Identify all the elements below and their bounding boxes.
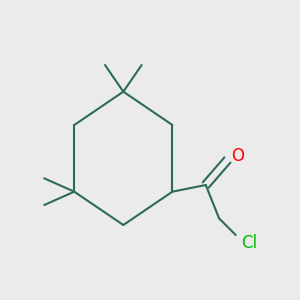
Text: Cl: Cl	[241, 234, 257, 252]
Text: O: O	[231, 147, 244, 165]
